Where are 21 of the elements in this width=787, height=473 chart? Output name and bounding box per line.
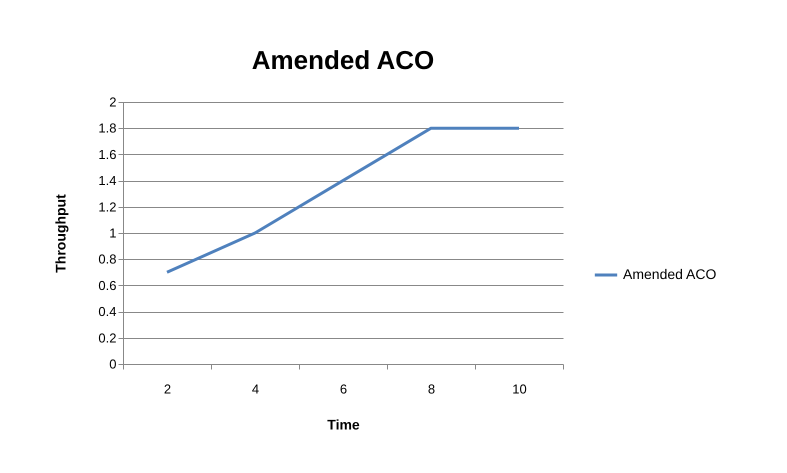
x-tick-label: 10 xyxy=(512,382,527,396)
y-tick-label: 1.8 xyxy=(98,120,116,136)
y-tick-label: 0.6 xyxy=(98,278,116,293)
y-tick-label: 1.2 xyxy=(98,199,116,214)
legend-label: Amended ACO xyxy=(623,266,716,282)
y-tick-label: 1.6 xyxy=(98,146,116,162)
x-tick-label: 8 xyxy=(428,382,436,396)
y-tick-label: 1 xyxy=(109,226,116,240)
x-axis-title: Time xyxy=(327,416,360,432)
y-tick-label: 0.4 xyxy=(98,304,116,320)
y-tick-label: 1.4 xyxy=(98,173,116,188)
x-tick-label: 4 xyxy=(252,382,260,396)
y-tick-label: 0.2 xyxy=(98,330,116,346)
y-tick-label: 0.8 xyxy=(98,252,116,267)
y-axis-title: Throughput xyxy=(52,194,68,273)
chart-title: Amended ACO xyxy=(252,45,434,75)
y-tick-label: 2 xyxy=(109,94,116,110)
y-tick-label: 0 xyxy=(109,356,116,372)
x-tick-label: 2 xyxy=(164,382,172,396)
line-series xyxy=(166,126,520,274)
x-tick-label: 6 xyxy=(340,382,348,396)
